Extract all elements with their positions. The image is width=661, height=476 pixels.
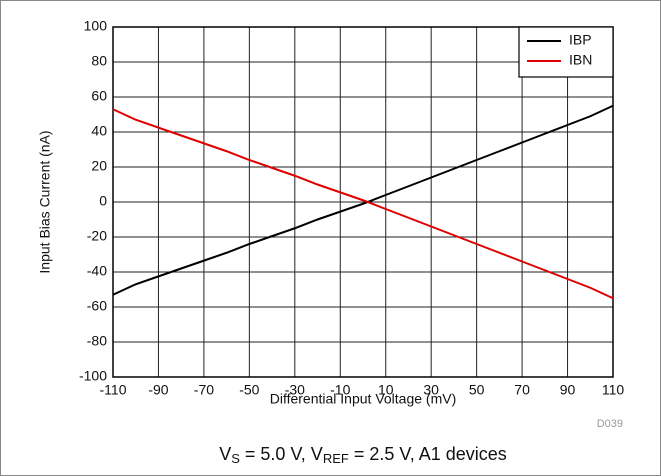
plot-border <box>112 26 614 378</box>
series-line <box>112 108 614 300</box>
x-tick-label: -30 <box>285 382 305 398</box>
caption-part: = 2.5 V, A1 devices <box>349 444 507 464</box>
legend-box <box>518 26 614 78</box>
x-tick-label: 30 <box>423 382 439 398</box>
figure-code: D039 <box>597 418 623 430</box>
x-tick-label: -70 <box>194 382 214 398</box>
y-tick-label: -20 <box>87 228 107 244</box>
x-tick-label: -10 <box>330 382 350 398</box>
y-tick-label: -100 <box>79 368 107 384</box>
y-axis-label: Input Bias Current (nA) <box>37 130 53 273</box>
x-tick-label: -50 <box>239 382 259 398</box>
caption-part: = 5.0 V, V <box>240 444 323 464</box>
x-tick-label: 90 <box>560 382 576 398</box>
x-tick-label: 110 <box>602 382 625 398</box>
caption-sub: S <box>231 451 240 466</box>
y-tick-label: 40 <box>91 123 107 139</box>
y-tick-label: 0 <box>99 193 107 209</box>
x-tick-label: -110 <box>100 382 127 398</box>
y-tick-label: 20 <box>91 158 107 174</box>
y-tick-label: -60 <box>87 298 107 314</box>
x-tick-label: 10 <box>378 382 394 398</box>
caption-sub: REF <box>323 451 349 466</box>
y-tick-label: -80 <box>87 333 107 349</box>
legend-label: IBP <box>569 32 592 48</box>
y-tick-label: -40 <box>87 263 107 279</box>
caption-part: V <box>219 444 231 464</box>
legend-label: IBN <box>569 52 592 68</box>
y-tick-label: 100 <box>84 18 108 34</box>
caption: VS = 5.0 V, VREF = 2.5 V, A1 devices <box>219 444 507 467</box>
x-axis-label: Differential Input Voltage (mV) <box>270 391 457 407</box>
y-tick-label: 60 <box>91 88 107 104</box>
x-tick-label: 50 <box>469 382 485 398</box>
x-tick-label: 70 <box>514 382 530 398</box>
series-line <box>112 104 614 296</box>
x-tick-label: -90 <box>148 382 168 398</box>
y-tick-label: 80 <box>91 53 107 69</box>
